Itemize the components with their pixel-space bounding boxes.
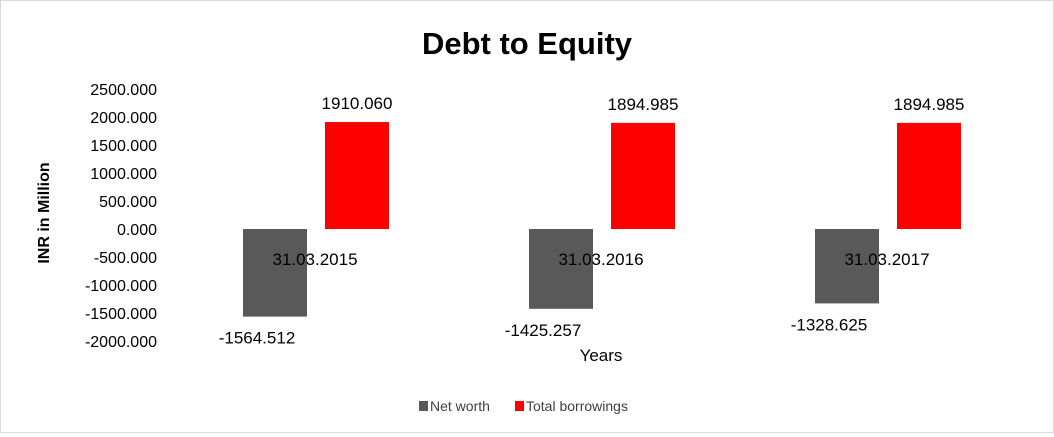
y-tick-label: 500.000: [99, 194, 157, 211]
category-labels: 31.03.2015 31.03.2016 31.03.2017: [272, 250, 929, 269]
y-tick-label: 2000.000: [90, 110, 157, 127]
category-label: 31.03.2016: [558, 250, 643, 269]
category-label: 31.03.2017: [844, 250, 929, 269]
data-label: 1910.060: [322, 94, 393, 113]
bar-net-worth: [529, 229, 593, 309]
x-axis-title: Years: [580, 346, 623, 365]
y-tick-label: -1000.000: [85, 278, 157, 295]
legend-swatch: [419, 401, 428, 411]
y-tick-label: 2500.000: [90, 82, 157, 99]
y-tick-label: 1500.000: [90, 138, 157, 155]
bar-total-borrowings: [325, 122, 389, 229]
data-labels: -1564.512 1910.060 -1425.257 1894.985 -1328.…: [219, 94, 965, 348]
bar-total-borrowings: [611, 122, 675, 229]
y-tick-label: 1000.000: [90, 166, 157, 183]
chart-title: Debt to Equity: [422, 26, 633, 61]
bar-total-borrowings: [897, 122, 961, 229]
y-tick-label: -1500.000: [85, 306, 157, 323]
legend-swatch: [515, 401, 524, 411]
data-label: 1894.985: [894, 95, 965, 114]
legend-label: Total borrowings: [526, 398, 628, 414]
bar-net-worth: [815, 229, 879, 304]
bar-net-worth: [243, 229, 307, 317]
data-label: -1425.257: [505, 321, 582, 340]
data-label: -1564.512: [219, 329, 296, 348]
y-tick-label: -2000.000: [85, 334, 157, 351]
category-label: 31.03.2015: [272, 250, 357, 269]
legend: Net worth Total borrowings: [419, 398, 628, 414]
y-tick-label: -500.000: [94, 250, 157, 267]
bars: [243, 122, 961, 317]
legend-label: Net worth: [430, 398, 490, 414]
data-label: -1328.625: [791, 315, 868, 334]
data-label: 1894.985: [608, 95, 679, 114]
y-tick-label: 0.000: [117, 222, 157, 239]
y-axis-title: INR in Million: [36, 162, 53, 263]
y-axis-ticks: 2500.000 2000.000 1500.000 1000.000 500.000 0…: [85, 82, 157, 351]
